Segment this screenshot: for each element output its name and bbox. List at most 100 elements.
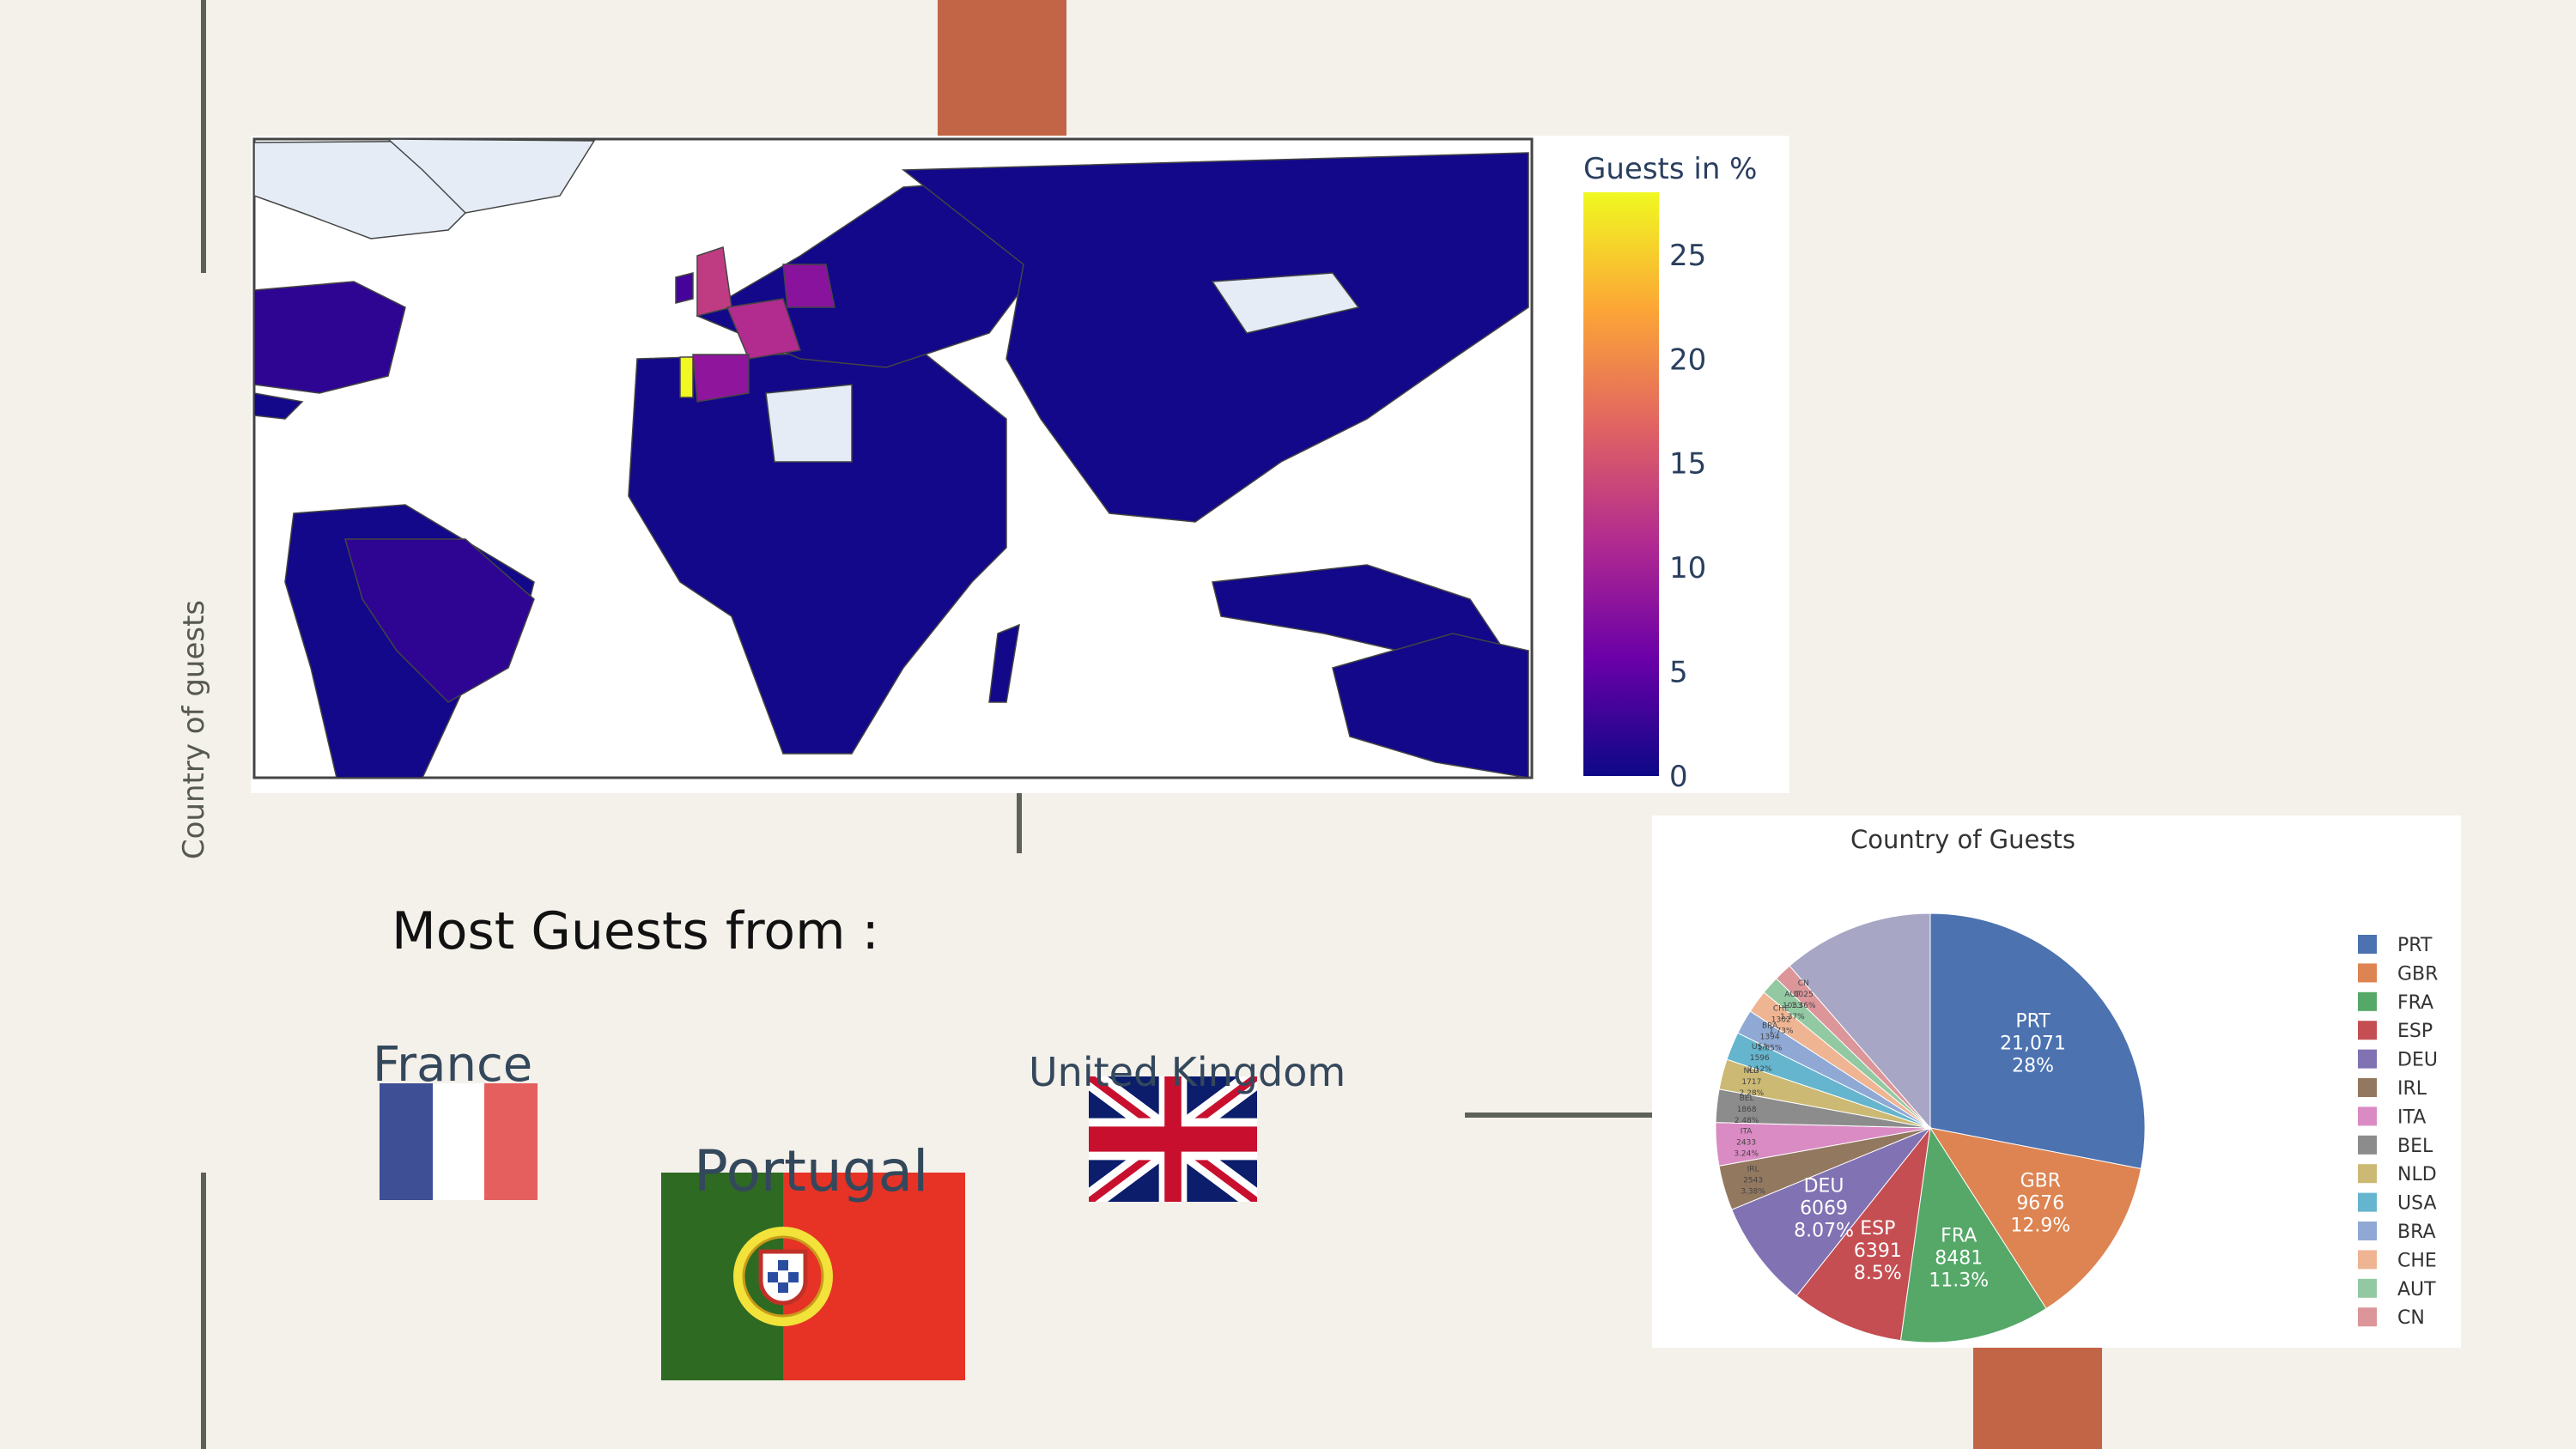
pie-slice-label: 6391 bbox=[1854, 1240, 1902, 1262]
pie-slice-other bbox=[1789, 912, 1931, 1130]
pie-slice-label: 1.85% bbox=[1758, 1045, 1783, 1053]
pie-slice-label: 3.24% bbox=[1734, 1149, 1759, 1158]
pie-slice-label: 1868 bbox=[1737, 1106, 1757, 1114]
pie-slice-label: 1717 bbox=[1741, 1078, 1761, 1087]
colorbar-title: Guests in % bbox=[1583, 152, 1758, 186]
pie-slices bbox=[1715, 912, 2146, 1343]
world-map-svg: Guests in % 0 5 10 15 20 25 bbox=[252, 137, 1758, 794]
pie-slice-label: 2543 bbox=[1743, 1176, 1763, 1185]
pie-slice-label: 2.28% bbox=[1740, 1089, 1765, 1098]
pie-slice-label: CHE bbox=[1773, 1004, 1789, 1013]
legend-label-cn: CN bbox=[2397, 1307, 2425, 1329]
pie-slice-label: 8.07% bbox=[1794, 1220, 1854, 1241]
pie-slice-label: 1025 bbox=[1794, 991, 1814, 999]
pie-slice-label: IRL bbox=[1747, 1165, 1759, 1173]
africa-land bbox=[628, 349, 1007, 755]
ireland-land bbox=[675, 272, 694, 304]
pie-slice-label: 1394 bbox=[1760, 1034, 1780, 1042]
bottom-accent-block bbox=[1973, 1348, 2102, 1449]
brazil-land bbox=[344, 538, 535, 703]
pie-slice-label: CN bbox=[1798, 979, 1809, 988]
pie-slice-label: FRA bbox=[1941, 1226, 1977, 1247]
usa-land bbox=[253, 281, 406, 394]
side-label: Country of guests bbox=[160, 600, 228, 859]
pie-slice-label: BRA bbox=[1762, 1022, 1778, 1031]
legend-swatch-cn bbox=[2358, 1307, 2377, 1327]
portugal-land bbox=[679, 356, 694, 398]
legend-label-prt: PRT bbox=[2397, 935, 2433, 956]
legend-label-bel: BEL bbox=[2397, 1136, 2433, 1157]
france-land bbox=[726, 298, 801, 360]
top-accent-block bbox=[938, 0, 1066, 136]
legend-swatch-prt bbox=[2358, 935, 2377, 954]
pie-slice-label: 1.37% bbox=[1780, 1013, 1805, 1022]
pie-slice-label: 11.3% bbox=[1929, 1270, 1989, 1292]
colorbar-tick-label: 15 bbox=[1669, 447, 1706, 482]
legend-swatch-bel bbox=[2358, 1135, 2377, 1155]
pie-slice-label: NLD bbox=[1744, 1067, 1760, 1076]
pie-slice-label: 1302 bbox=[1771, 1016, 1791, 1024]
pie-chart-svg: Country of Guests PRT21,07128%GBR967612.… bbox=[1715, 825, 2438, 1343]
pie-labels: PRT21,07128%GBR967612.9%FRA848111.3%ESP6… bbox=[1734, 979, 2070, 1292]
pie-slice-label: 2.12% bbox=[1747, 1065, 1772, 1074]
pie-slice-label: 1.36% bbox=[1791, 1002, 1816, 1010]
pie-slice-label: 3.38% bbox=[1741, 1187, 1765, 1196]
legend-swatch-gbr bbox=[2358, 963, 2377, 983]
pie-slice-label: 28% bbox=[2012, 1056, 2054, 1077]
pie-connector-rule bbox=[1465, 1113, 1698, 1118]
legend-label-nld: NLD bbox=[2397, 1164, 2437, 1185]
pie-slice-label: GBR bbox=[2020, 1170, 2061, 1191]
legend-label-bra: BRA bbox=[2397, 1222, 2436, 1243]
country-name-united-kingdom: United Kingdom bbox=[1029, 1049, 1346, 1095]
legend-label-fra: FRA bbox=[2397, 992, 2433, 1014]
legend-swatch-aut bbox=[2358, 1278, 2377, 1298]
pie-slice-label: 9676 bbox=[2016, 1192, 2064, 1214]
asia-land bbox=[901, 152, 1529, 523]
bottom-left-rule bbox=[201, 1173, 206, 1449]
legend-swatch-bra bbox=[2358, 1222, 2377, 1240]
greenland-land bbox=[386, 138, 596, 214]
pie-slice-label: ESP bbox=[1860, 1218, 1895, 1240]
world-map-chart: Guests in % 0 5 10 15 20 25 bbox=[251, 136, 1789, 794]
pie-slice-label: 6069 bbox=[1800, 1197, 1848, 1219]
colorbar-tick-label: 20 bbox=[1669, 343, 1706, 377]
map-layer bbox=[253, 138, 1529, 779]
pie-slice-label: 21,071 bbox=[2000, 1034, 2066, 1055]
legend-swatch-nld bbox=[2358, 1164, 2377, 1184]
legend-label-aut: AUT bbox=[2397, 1279, 2436, 1300]
africa-nodata-land bbox=[765, 384, 853, 463]
pie-slice-deu bbox=[1731, 1126, 1932, 1297]
pie-slice-label: 2.48% bbox=[1735, 1117, 1759, 1125]
legend-swatch-esp bbox=[2358, 1021, 2377, 1040]
legend-label-irl: IRL bbox=[2397, 1078, 2427, 1100]
pie-slice-label: 1596 bbox=[1750, 1054, 1770, 1063]
country-name-portugal: Portugal bbox=[694, 1138, 929, 1204]
legend-swatch-che bbox=[2358, 1250, 2377, 1270]
madagascar-land bbox=[988, 623, 1020, 703]
colorbar-tick-label: 10 bbox=[1669, 551, 1706, 585]
legend-label-gbr: GBR bbox=[2397, 963, 2438, 985]
colorbar bbox=[1583, 192, 1659, 776]
pie-slice-label: 12.9% bbox=[2010, 1215, 2070, 1236]
legend-swatch-irl bbox=[2358, 1078, 2377, 1097]
side-label-text: Country of guests bbox=[177, 599, 211, 860]
top-left-rule bbox=[201, 0, 206, 273]
pie-slice-esp bbox=[1795, 1126, 1931, 1342]
uk-flag bbox=[1089, 1076, 1257, 1202]
pie-slice-label: 8481 bbox=[1935, 1248, 1983, 1270]
pie-slice-label: BEL bbox=[1740, 1094, 1754, 1103]
colorbar-tick-label: 25 bbox=[1669, 239, 1706, 273]
legend-label-esp: ESP bbox=[2397, 1021, 2433, 1042]
spain-land bbox=[692, 354, 750, 403]
pie-slice-label: 8.5% bbox=[1854, 1263, 1902, 1284]
colorbar-tick-label: 5 bbox=[1669, 656, 1688, 690]
germany-land bbox=[782, 264, 835, 308]
pie-slice-fra bbox=[1899, 1126, 2047, 1343]
australia-land bbox=[1332, 633, 1529, 779]
legend-swatch-fra bbox=[2358, 991, 2377, 1011]
pie-slice-label: AUT bbox=[1784, 991, 1801, 999]
caribbean-land bbox=[253, 392, 304, 420]
mongolia-land bbox=[1211, 272, 1360, 334]
legend-swatch-deu bbox=[2358, 1049, 2377, 1069]
pie-slice-label: DEU bbox=[1804, 1175, 1844, 1197]
